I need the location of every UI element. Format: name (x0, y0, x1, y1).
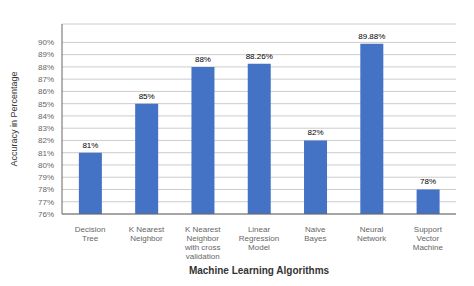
svg-text:81%: 81% (82, 141, 98, 150)
svg-text:77%: 77% (38, 198, 54, 207)
svg-text:89%: 89% (38, 50, 54, 59)
svg-text:K NearestNeighbor: K NearestNeighbor (129, 225, 165, 243)
svg-text:89.88%: 89.88% (358, 32, 385, 41)
svg-text:NeuralNetwork: NeuralNetwork (357, 225, 387, 243)
svg-text:Machine Learning Algorithms: Machine Learning Algorithms (189, 265, 330, 276)
svg-text:Accuracy in Percentage: Accuracy in Percentage (9, 71, 19, 166)
svg-text:83%: 83% (38, 124, 54, 133)
svg-text:K NearestNeighborwith crossval: K NearestNeighborwith crossvalidation (184, 225, 221, 261)
svg-text:SupportVectorMachine: SupportVectorMachine (413, 225, 444, 252)
svg-text:88%: 88% (38, 63, 54, 72)
svg-text:90%: 90% (38, 38, 54, 47)
svg-text:84%: 84% (38, 112, 54, 121)
svg-text:76%: 76% (38, 210, 54, 219)
svg-text:85%: 85% (139, 92, 155, 101)
svg-text:82%: 82% (308, 128, 324, 137)
svg-text:78%: 78% (38, 185, 54, 194)
svg-text:NaiveBayes: NaiveBayes (304, 225, 326, 243)
svg-text:87%: 87% (38, 75, 54, 84)
svg-text:79%: 79% (38, 173, 54, 182)
svg-text:80%: 80% (38, 161, 54, 170)
svg-text:DecisionTree: DecisionTree (75, 225, 106, 243)
svg-text:82%: 82% (38, 136, 54, 145)
svg-text:78%: 78% (420, 177, 436, 186)
svg-text:LinearRegressionModel: LinearRegressionModel (239, 225, 279, 252)
svg-text:88%: 88% (195, 55, 211, 64)
svg-text:85%: 85% (38, 100, 54, 109)
svg-text:86%: 86% (38, 87, 54, 96)
svg-text:81%: 81% (38, 149, 54, 158)
svg-text:88.26%: 88.26% (246, 52, 273, 61)
